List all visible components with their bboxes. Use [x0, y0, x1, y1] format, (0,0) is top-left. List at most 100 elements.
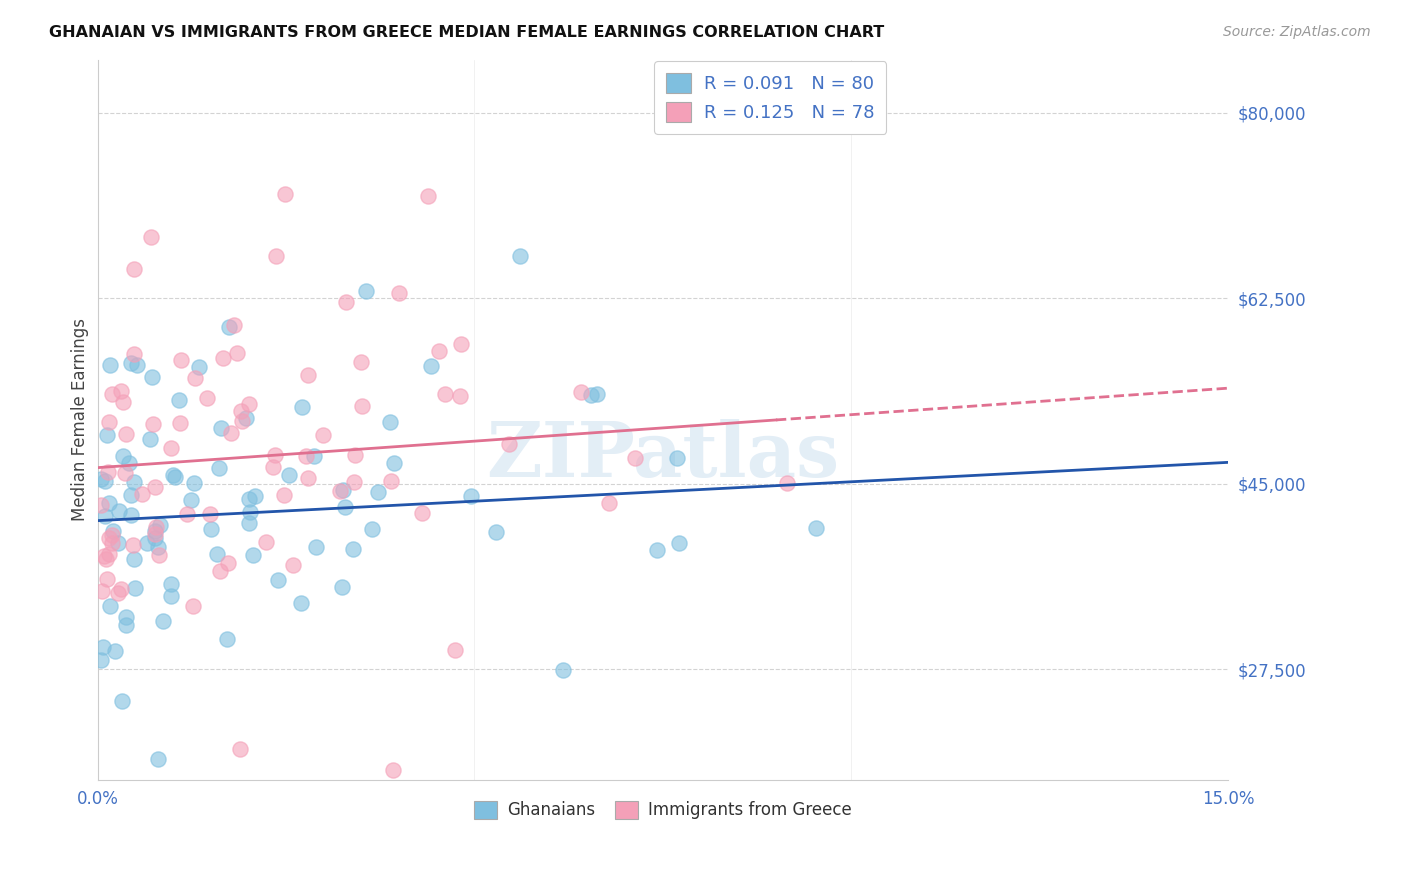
Point	[238, 396, 260, 410]
Point	[146, 752, 169, 766]
Point	[498, 437, 520, 451]
Point	[209, 421, 232, 435]
Point	[96, 428, 118, 442]
Legend: Ghanaians, Immigrants from Greece: Ghanaians, Immigrants from Greece	[467, 794, 859, 826]
Point	[418, 189, 440, 203]
Point	[585, 386, 607, 401]
Point	[146, 540, 169, 554]
Point	[283, 558, 305, 572]
Point	[107, 535, 129, 549]
Point	[90, 498, 112, 512]
Point	[295, 450, 318, 464]
Point	[120, 508, 142, 522]
Point	[90, 653, 112, 667]
Point	[263, 448, 285, 462]
Point	[330, 580, 353, 594]
Point	[122, 475, 145, 490]
Point	[217, 632, 239, 647]
Point	[485, 524, 508, 539]
Point	[312, 428, 335, 442]
Point	[509, 249, 531, 263]
Point	[131, 486, 153, 500]
Point	[97, 496, 120, 510]
Point	[180, 492, 202, 507]
Point	[219, 425, 242, 440]
Point	[579, 387, 602, 401]
Point	[277, 467, 299, 482]
Point	[96, 552, 118, 566]
Point	[143, 524, 166, 538]
Point	[93, 640, 115, 655]
Point	[100, 599, 122, 614]
Point	[98, 547, 121, 561]
Point	[141, 370, 163, 384]
Point	[160, 441, 183, 455]
Point	[228, 742, 250, 756]
Point	[665, 450, 688, 465]
Point	[262, 459, 284, 474]
Point	[142, 417, 165, 431]
Point	[411, 506, 433, 520]
Point	[335, 295, 357, 310]
Point	[110, 582, 132, 596]
Point	[302, 450, 325, 464]
Point	[176, 507, 198, 521]
Point	[443, 643, 465, 657]
Point	[380, 415, 402, 429]
Point	[145, 526, 167, 541]
Point	[101, 524, 124, 538]
Point	[120, 356, 142, 370]
Point	[598, 495, 620, 509]
Point	[569, 384, 592, 399]
Point	[169, 417, 191, 431]
Point	[207, 547, 229, 561]
Point	[139, 432, 162, 446]
Point	[239, 505, 262, 519]
Point	[111, 449, 134, 463]
Point	[274, 186, 297, 201]
Point	[291, 400, 314, 414]
Point	[91, 583, 114, 598]
Point	[94, 475, 117, 489]
Point	[148, 549, 170, 563]
Point	[162, 468, 184, 483]
Point	[108, 504, 131, 518]
Point	[217, 556, 239, 570]
Point	[152, 614, 174, 628]
Point	[352, 399, 374, 413]
Point	[107, 586, 129, 600]
Point	[136, 536, 159, 550]
Point	[101, 528, 124, 542]
Point	[243, 489, 266, 503]
Point	[218, 319, 240, 334]
Point	[114, 609, 136, 624]
Point	[200, 522, 222, 536]
Point	[97, 465, 120, 479]
Point	[238, 516, 260, 530]
Point	[145, 520, 167, 534]
Point	[101, 387, 124, 401]
Point	[224, 318, 246, 333]
Point	[117, 456, 139, 470]
Point	[165, 470, 187, 484]
Text: ZIPatlas: ZIPatlas	[486, 419, 839, 493]
Point	[332, 483, 354, 498]
Point	[342, 541, 364, 556]
Point	[101, 536, 124, 550]
Point	[297, 368, 319, 383]
Point	[231, 404, 253, 418]
Point	[183, 476, 205, 491]
Point	[356, 284, 378, 298]
Point	[184, 371, 207, 385]
Point	[170, 352, 193, 367]
Point	[380, 474, 402, 488]
Point	[198, 507, 221, 521]
Point	[124, 262, 146, 277]
Point	[94, 508, 117, 523]
Point	[367, 484, 389, 499]
Point	[124, 581, 146, 595]
Point	[267, 573, 290, 587]
Point	[181, 599, 204, 614]
Point	[111, 693, 134, 707]
Point	[450, 337, 472, 351]
